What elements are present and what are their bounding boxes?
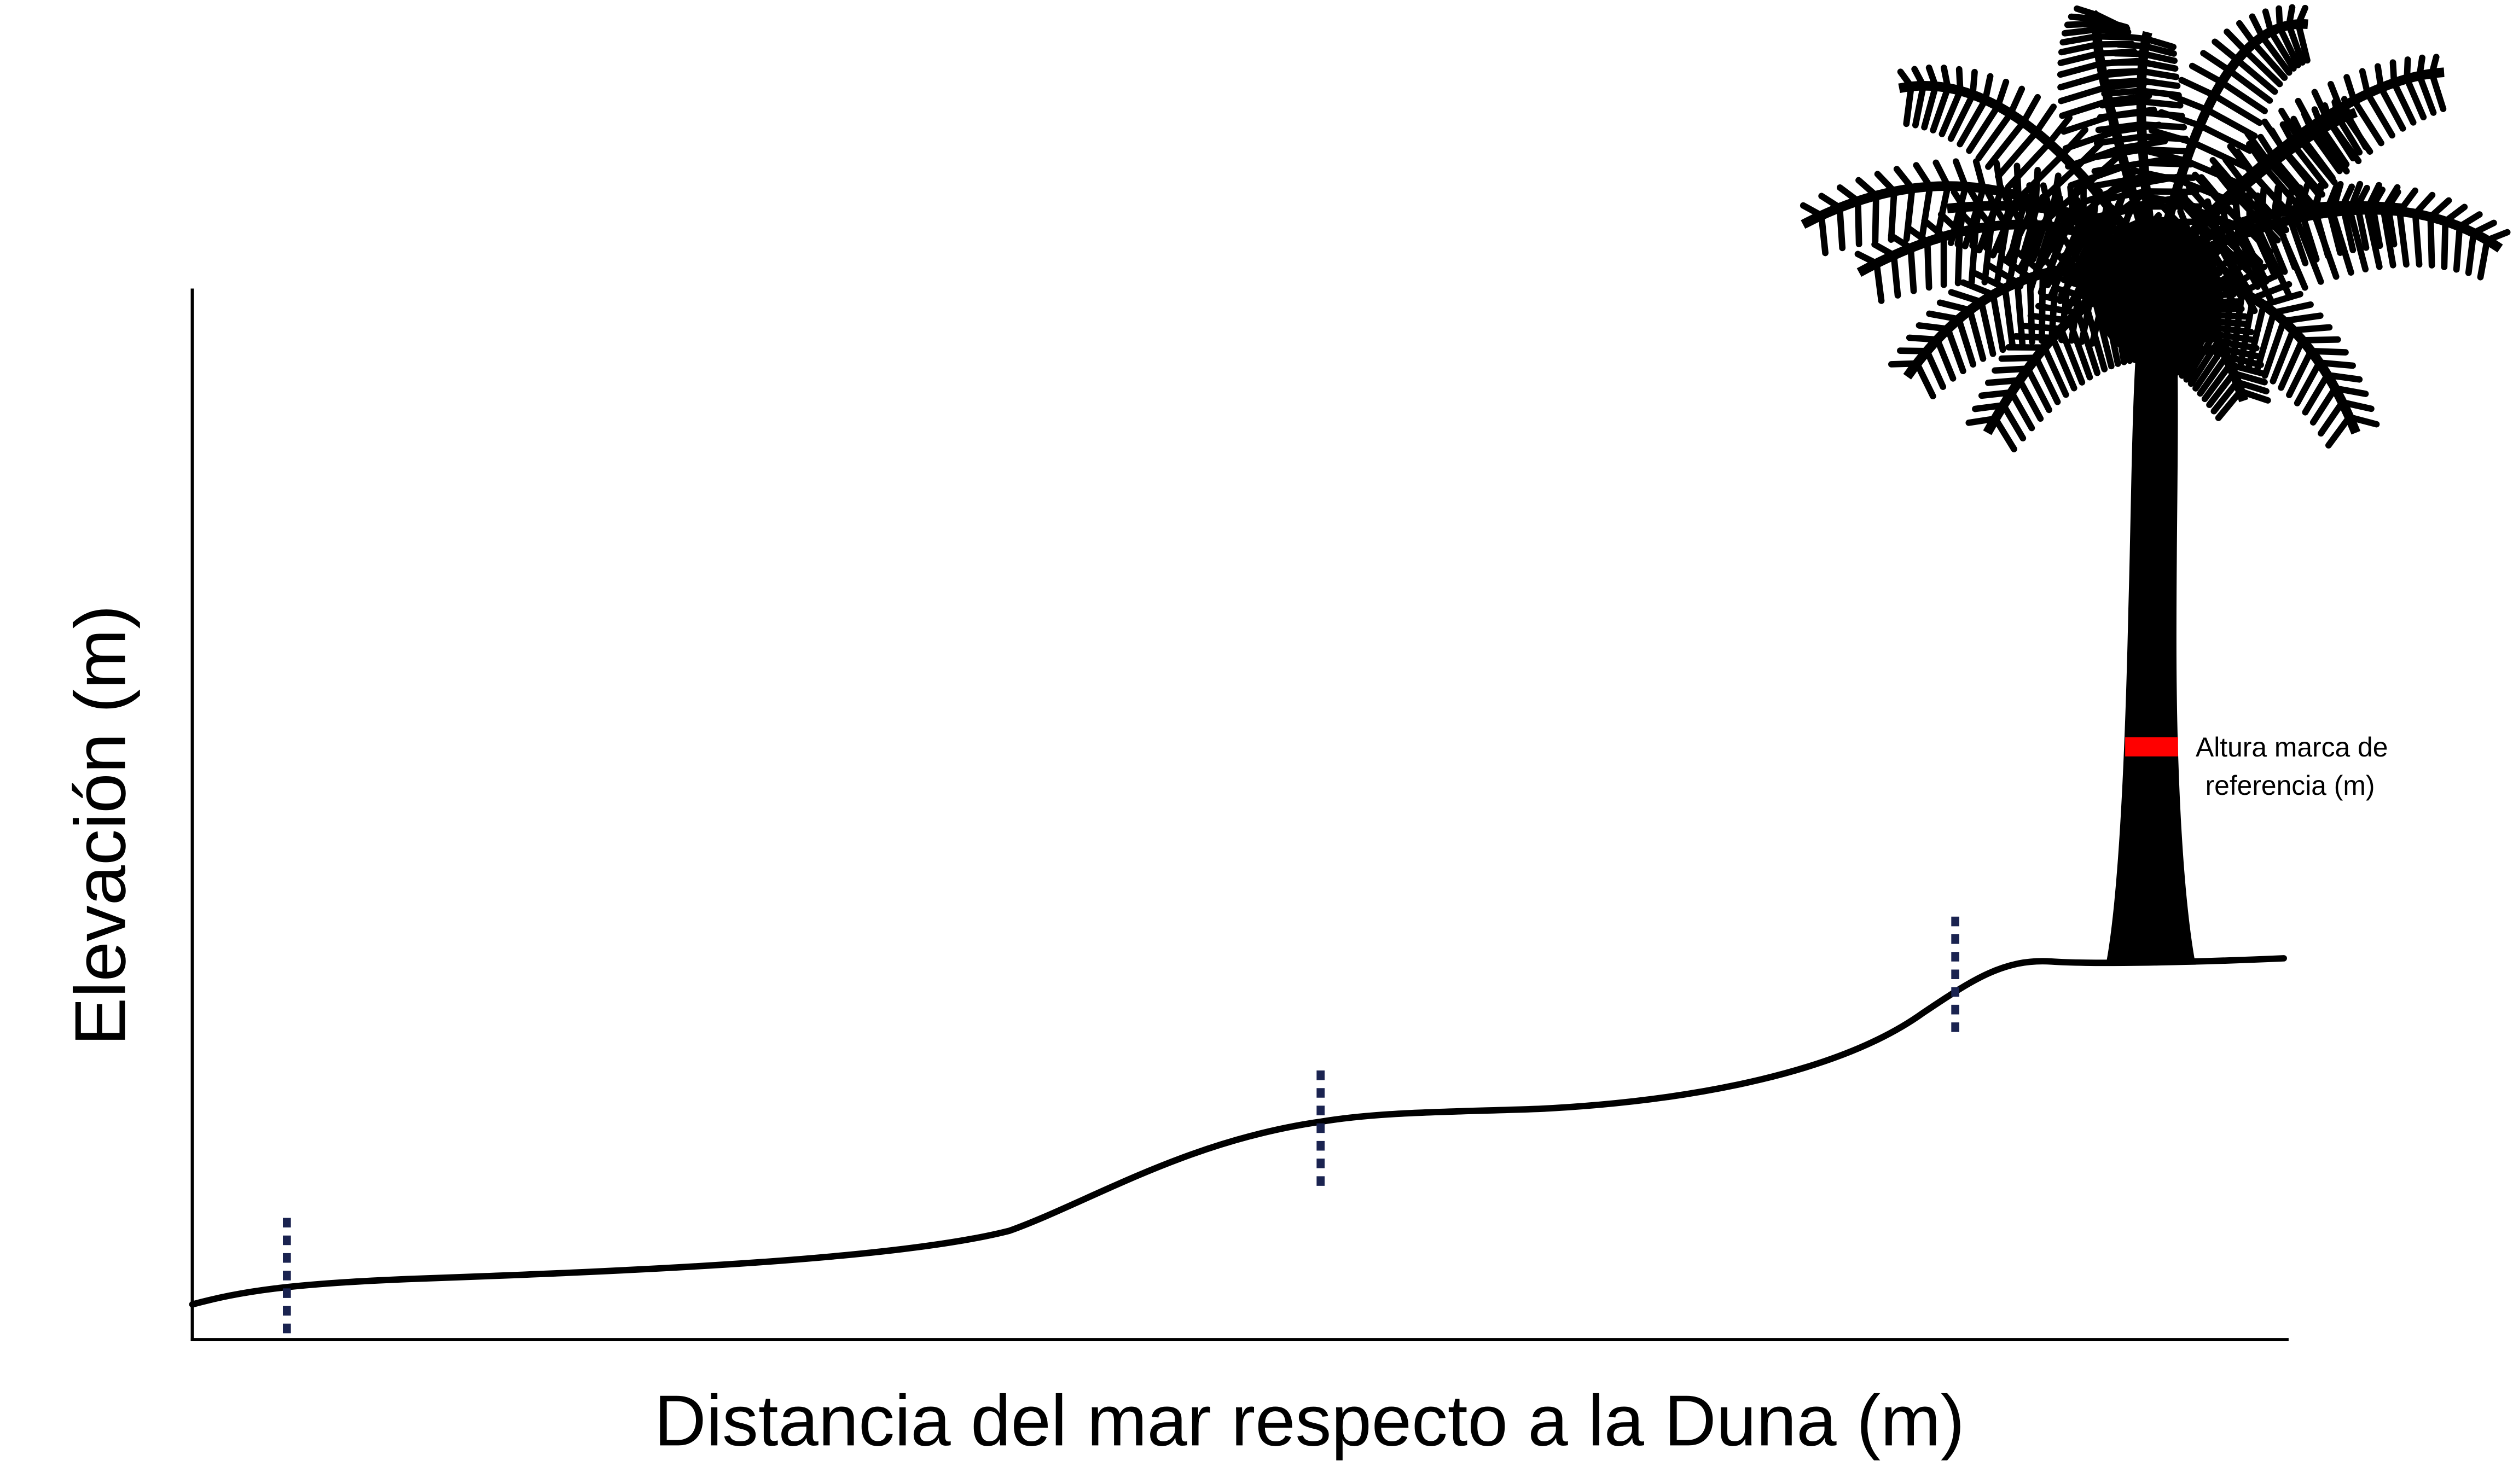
- reference-mark: [2125, 737, 2178, 756]
- palm-trunk: [2105, 321, 2196, 965]
- palm-tree-icon: [1800, 4, 2511, 965]
- dune-profile-curve: [189, 955, 2287, 1308]
- palm-leaflets: [2160, 96, 2369, 289]
- reference-label-line1: Altura marca de: [2196, 732, 2388, 763]
- x-axis-label: Distancia del mar respecto a la Duna (m): [654, 1380, 1965, 1460]
- reference-label-line2: referencia (m): [2206, 770, 2375, 801]
- y-axis-label: Elevación (m): [60, 605, 140, 1046]
- palm-crown: [2091, 216, 2220, 361]
